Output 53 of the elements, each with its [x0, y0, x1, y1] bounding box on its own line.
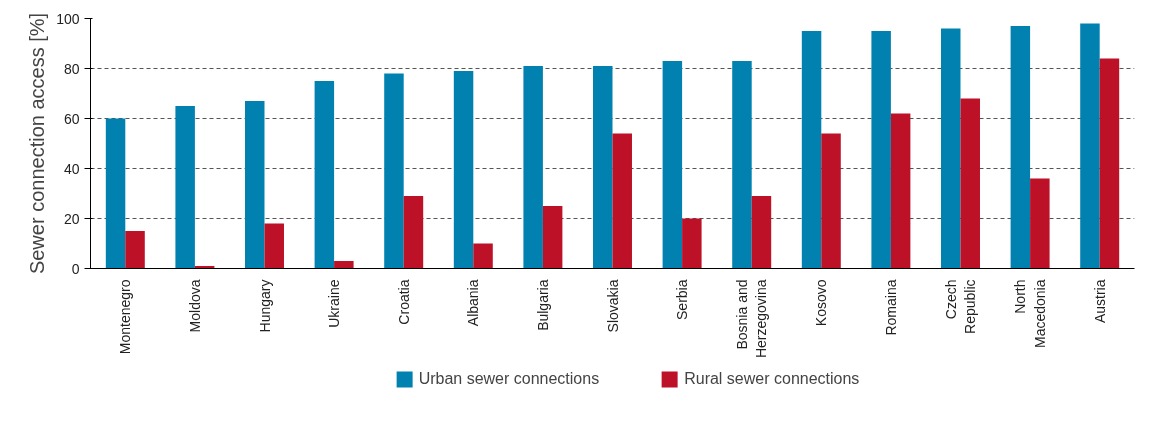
bar	[1030, 178, 1050, 269]
bar	[801, 31, 822, 269]
bar	[960, 98, 980, 269]
bar	[175, 106, 195, 269]
bar	[732, 61, 752, 269]
x-tick-label: Austria	[1091, 279, 1108, 324]
bar	[821, 133, 841, 269]
x-tick-label: Montenegro	[117, 279, 134, 355]
x-tick-label: Hungary	[256, 279, 273, 333]
x-tick-label: Serbia	[674, 279, 691, 320]
legend-label: Rural sewer connections	[684, 370, 860, 388]
bar	[125, 231, 145, 269]
x-tick-label: Slovakia	[604, 279, 621, 333]
y-tick-label: 100	[56, 10, 80, 27]
bar	[612, 133, 632, 269]
bar	[523, 66, 543, 269]
bar	[453, 71, 474, 269]
bar	[473, 243, 493, 269]
bar	[314, 81, 335, 269]
x-tick-label: Romaina	[882, 279, 899, 336]
x-tick-label: Albania	[465, 279, 482, 327]
y-tick-label: 40	[63, 160, 80, 177]
bar	[1099, 58, 1120, 269]
y-tick-label: 80	[63, 60, 80, 77]
x-tick-label: Ukraine	[326, 279, 343, 328]
y-tick-label: 0	[71, 260, 80, 277]
x-tick-label: Czech Republic	[942, 279, 979, 334]
bar	[751, 196, 772, 269]
x-tick-label: Moldova	[186, 279, 203, 333]
bar	[662, 61, 683, 269]
bar	[1010, 26, 1031, 269]
bar	[593, 66, 613, 269]
bar	[1080, 23, 1100, 269]
bar	[890, 113, 911, 269]
bar	[941, 28, 961, 269]
x-tick-label: Kosovo	[813, 279, 830, 327]
bar	[403, 196, 424, 269]
bar	[264, 223, 284, 269]
bar	[384, 73, 404, 269]
x-tick-label: North Macedonia	[1012, 279, 1048, 348]
bar	[871, 31, 891, 269]
y-tick-label: 60	[63, 110, 80, 127]
y-tick-label: 20	[63, 210, 80, 227]
legend-label: Urban sewer connections	[418, 370, 600, 388]
y-axis-title: Sewer connection access [%]	[26, 12, 49, 275]
x-tick-label: Bulgaria	[534, 279, 551, 331]
x-tick-label: Croatia	[395, 279, 412, 325]
x-tick-label: Bosnia and Herzegovina	[734, 279, 770, 359]
bar	[542, 206, 563, 269]
bar	[682, 218, 702, 269]
bar	[334, 261, 354, 269]
bar	[105, 118, 126, 269]
bar	[245, 101, 265, 269]
